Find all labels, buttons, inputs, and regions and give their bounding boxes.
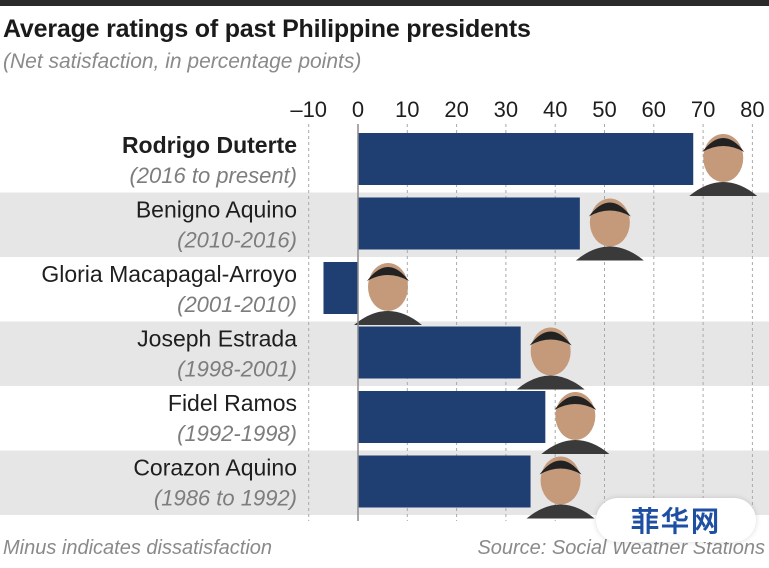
x-tick-label: 30 [494,97,518,122]
president-name: Rodrigo Duterte [122,132,297,158]
chart-subtitle: (Net satisfaction, in percentage points) [3,50,362,73]
footnote: Minus indicates dissatisfaction [3,537,273,559]
bar [358,133,694,185]
bar [323,262,358,314]
bar [358,197,580,250]
portrait-photo [541,392,610,454]
term-years: (1998-2001) [177,357,297,382]
bars [323,133,694,508]
bar [358,455,531,508]
bar [358,391,546,443]
portrait-photo [354,263,422,325]
bar [358,326,521,379]
term-years: (1992-1998) [177,421,297,446]
x-tick-labels: –10 0 10 20 30 40 50 60 70 80 [290,97,764,122]
x-tick-label: 20 [444,97,468,122]
portrait-photo [526,456,595,519]
chart-title: Average ratings of past Philippine presi… [3,15,531,43]
president-name: Joseph Estrada [137,326,297,352]
president-name: Gloria Macapagal-Arroyo [41,261,297,287]
x-tick-label: –10 [290,97,327,122]
portrait-photo [575,198,644,261]
president-name: Fidel Ramos [168,390,297,416]
term-years: (1986 to 1992) [154,486,297,511]
portrait-photo [516,327,585,390]
term-years: (2001-2010) [177,292,297,317]
x-tick-label: 40 [543,97,567,122]
watermark-logo: 菲华网 [596,498,756,542]
president-name: Corazon Aquino [133,455,297,481]
x-tick-label: 10 [395,97,419,122]
source-note: Source: Social Weather Stations [477,537,765,559]
x-tick-label: 0 [352,97,364,122]
term-years: (2010-2016) [177,228,297,253]
x-tick-label: 70 [691,97,715,122]
x-tick-label: 50 [592,97,616,122]
x-tick-label: 80 [740,97,764,122]
president-name: Benigno Aquino [136,197,297,223]
portrait-photos [354,134,758,519]
x-tick-label: 60 [642,97,666,122]
portrait-photo [689,134,758,196]
row-labels: Rodrigo Duterte (2016 to present) Benigno … [41,132,297,511]
top-rule [0,0,769,6]
term-years: (2016 to present) [129,163,297,188]
